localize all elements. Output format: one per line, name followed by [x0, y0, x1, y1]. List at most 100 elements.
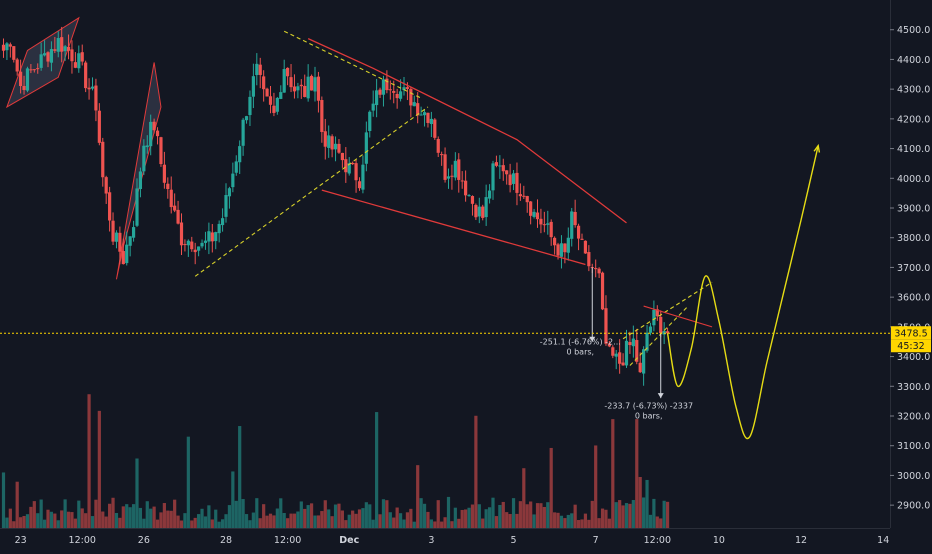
candle	[19, 59, 23, 94]
candle-body	[525, 196, 529, 203]
candle-body	[583, 240, 588, 254]
candle-body	[207, 231, 211, 242]
last-price-box	[891, 326, 931, 340]
candle	[648, 322, 653, 336]
volume-bar	[357, 509, 362, 528]
candle	[563, 243, 567, 264]
lower-trendline	[321, 189, 586, 266]
small-channel-line	[643, 305, 713, 328]
candle-body	[306, 76, 310, 99]
price-tick-label: 4300.0	[897, 85, 930, 96]
volume-bar	[508, 514, 512, 528]
candle-body	[378, 89, 382, 95]
candle-body	[440, 154, 444, 156]
countdown-box	[891, 339, 931, 353]
candle	[77, 45, 81, 73]
candle-body	[217, 223, 221, 234]
volume-bar	[152, 506, 156, 528]
candle-body	[665, 331, 670, 334]
price-tick-label: 3800.0	[897, 233, 930, 244]
candle-body	[118, 232, 122, 252]
volume-bar	[470, 504, 475, 528]
candle	[566, 227, 570, 261]
price-tick-label: 4100.0	[897, 144, 930, 155]
candle	[90, 77, 95, 91]
candle-body	[22, 85, 26, 90]
candle-body	[337, 143, 341, 153]
volume-bar	[22, 515, 26, 528]
candle-body	[563, 243, 567, 253]
volume-bar	[405, 512, 410, 528]
volume-bar	[484, 509, 488, 528]
dashed-upper-channel	[283, 30, 422, 99]
candle-body	[481, 206, 485, 218]
candle	[542, 211, 546, 233]
candle	[316, 71, 321, 113]
candle	[361, 155, 365, 194]
volume-bar	[416, 465, 420, 528]
volume-bar	[39, 499, 43, 528]
candle-body	[12, 46, 16, 60]
candle	[108, 186, 112, 232]
candle-body	[15, 59, 19, 72]
volume-bar	[186, 436, 190, 528]
price-tick-label: 4400.0	[897, 55, 930, 66]
volume-bar	[80, 508, 84, 528]
volume-bar	[241, 499, 245, 528]
candle-body	[470, 196, 475, 204]
candle-body	[104, 177, 108, 194]
volume-bar	[19, 517, 23, 528]
volume-bar	[611, 419, 615, 528]
candle	[600, 271, 605, 311]
candle	[60, 26, 64, 63]
time-tick-label: 12:00	[274, 535, 301, 546]
candle	[299, 79, 303, 99]
candle	[505, 170, 509, 185]
candle	[368, 110, 372, 138]
volume-bar	[8, 508, 12, 528]
volume-bar	[42, 519, 47, 528]
candle-body	[63, 46, 67, 52]
measure-arrowhead	[589, 336, 596, 342]
candle	[282, 59, 286, 93]
volume-bar	[292, 513, 297, 528]
candle	[624, 329, 629, 369]
candle-body	[200, 242, 204, 247]
candle	[607, 341, 611, 348]
volume-bar	[648, 514, 653, 528]
candle-body	[155, 130, 160, 137]
candle-body	[162, 164, 166, 183]
candle-body	[25, 68, 30, 91]
candle	[15, 57, 19, 76]
volume-bar	[166, 510, 170, 528]
volume-bar	[162, 503, 166, 528]
candle	[553, 236, 557, 255]
candle-body	[111, 220, 115, 242]
candle-body	[138, 171, 143, 189]
candle-body	[487, 190, 492, 199]
time-tick-label: 28	[220, 535, 232, 546]
candle	[220, 208, 225, 232]
volume-bar	[344, 520, 348, 528]
candle	[238, 140, 242, 174]
candle	[244, 115, 249, 124]
candle	[183, 239, 187, 252]
candle	[94, 78, 98, 122]
candle	[395, 88, 399, 109]
candle	[313, 66, 317, 102]
volume-bar	[179, 520, 184, 528]
candle	[511, 170, 516, 191]
candle	[453, 152, 457, 181]
candle-body	[392, 91, 396, 93]
volume-bar	[604, 509, 608, 528]
volume-bar	[210, 519, 214, 528]
candle	[665, 327, 670, 334]
candle	[303, 74, 307, 98]
candle-body	[279, 92, 283, 99]
candle-body	[594, 268, 598, 270]
volume-bar	[289, 513, 293, 528]
candle-body	[303, 85, 307, 97]
volume-bar	[303, 508, 307, 528]
